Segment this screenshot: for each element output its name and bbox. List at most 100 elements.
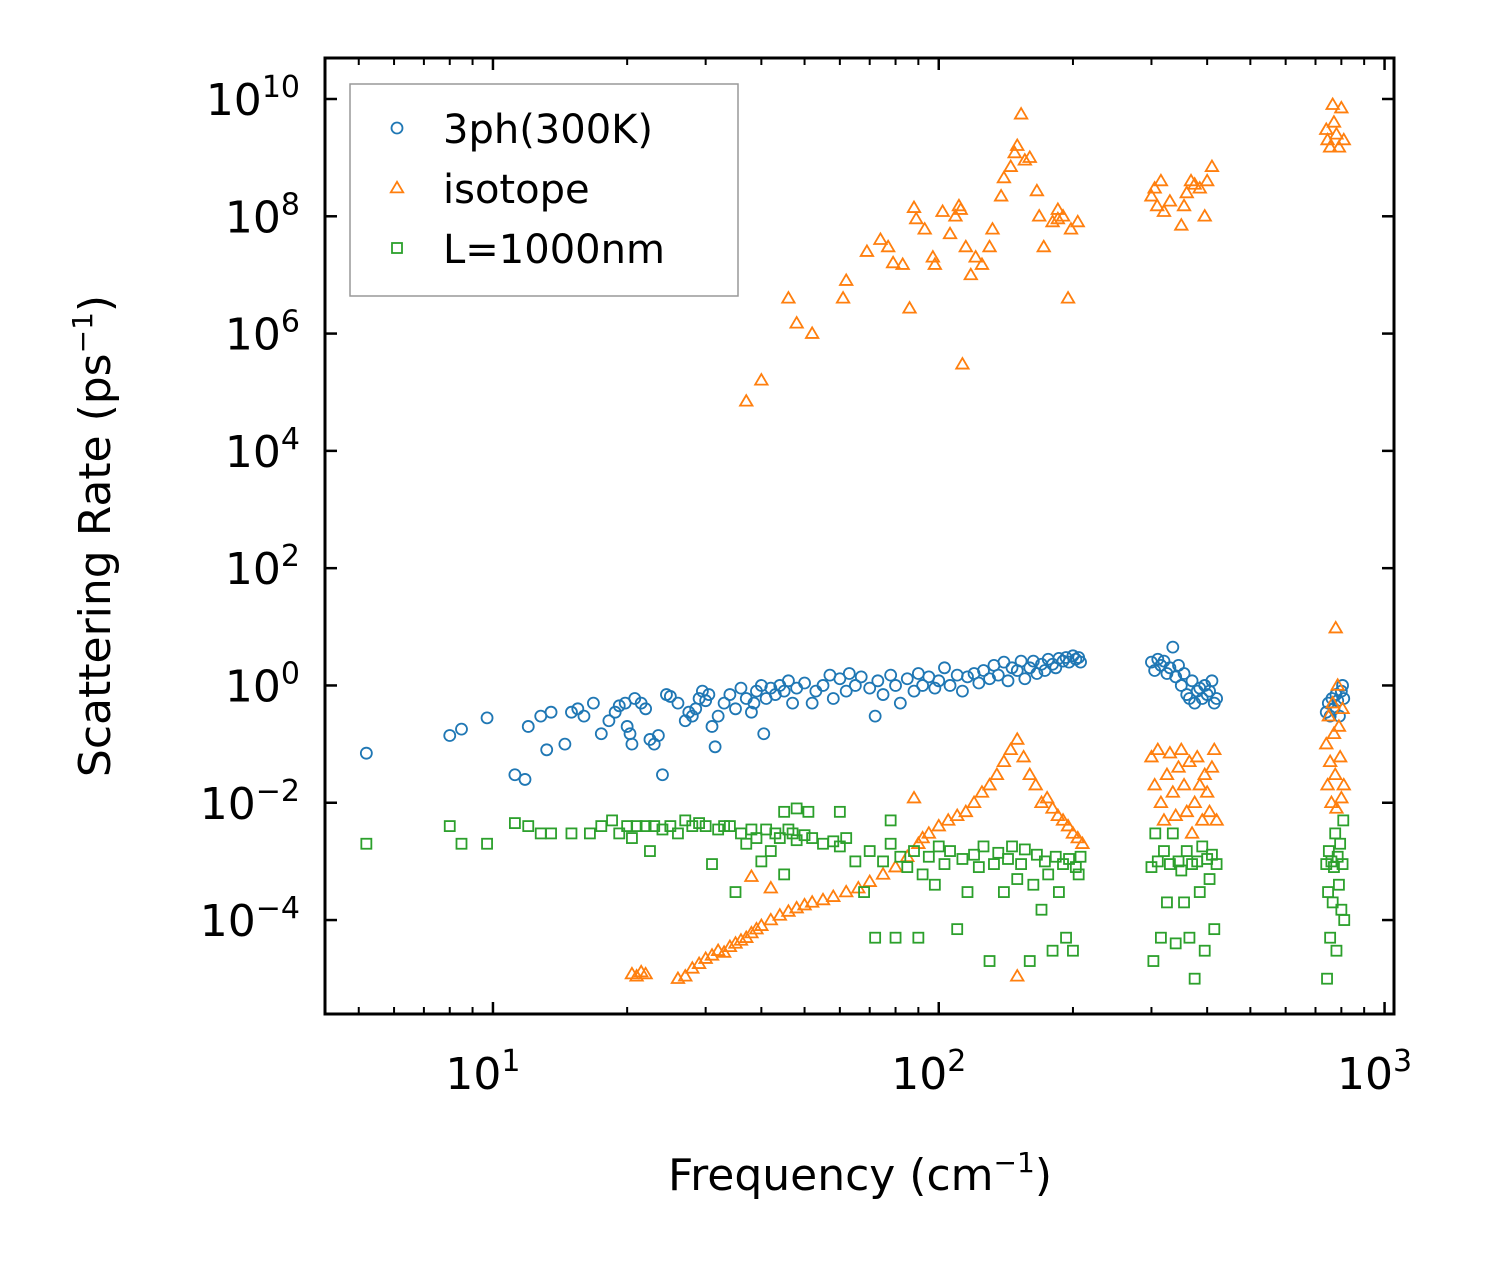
data-point (1050, 210, 1066, 225)
y-tick-label: 102 (225, 539, 300, 595)
data-point (1327, 766, 1343, 781)
x-axis-label-sup: −1 (994, 1146, 1035, 1179)
data-point (534, 827, 547, 840)
data-point (1161, 896, 1173, 909)
data-point (625, 737, 639, 751)
data-point (729, 886, 742, 898)
data-point (711, 709, 725, 723)
series-3 (360, 802, 1351, 985)
data-point (817, 837, 829, 850)
data-point (993, 188, 1009, 202)
data-point (950, 668, 964, 682)
x-tick-base: 10 (1337, 1049, 1393, 1100)
y-tick-exp: −4 (256, 891, 300, 926)
data-point (1333, 790, 1350, 804)
data-point (842, 667, 856, 680)
data-point (1174, 679, 1188, 692)
data-point (848, 679, 862, 692)
data-point (894, 256, 911, 270)
data-point (1191, 777, 1208, 791)
data-point (916, 868, 929, 881)
data-point (699, 820, 712, 832)
data-point (1063, 221, 1079, 235)
data-point (706, 858, 718, 870)
data-point (1331, 718, 1347, 732)
data-point (840, 832, 853, 844)
data-point (734, 681, 748, 695)
data-point (1023, 955, 1036, 967)
legend-box (349, 83, 739, 297)
data-point (608, 705, 622, 719)
x-tick-label: 103 (1337, 1044, 1412, 1100)
data-point (1173, 741, 1190, 756)
data-point (1208, 923, 1221, 936)
data-point (723, 820, 736, 832)
data-point (708, 740, 722, 754)
data-point (745, 705, 758, 719)
data-point (938, 661, 951, 675)
data-point (545, 827, 557, 840)
data-point (901, 300, 918, 314)
data-point (1151, 652, 1165, 666)
data-point (1324, 931, 1337, 944)
data-point (1193, 886, 1206, 898)
data-point (1336, 858, 1349, 870)
data-point (1338, 914, 1351, 926)
data-point (790, 681, 804, 695)
data-point (1050, 201, 1066, 215)
data-point (644, 845, 656, 857)
data-point (671, 696, 685, 710)
data-point (1324, 96, 1341, 110)
data-point (522, 820, 535, 832)
data-point (1153, 173, 1169, 187)
data-point (996, 170, 1012, 184)
data-point (1328, 126, 1345, 140)
data-point (1143, 188, 1160, 202)
legend-marker (389, 180, 405, 194)
data-point (961, 670, 974, 684)
data-point (740, 837, 753, 850)
data-point (508, 768, 522, 782)
y-tick-base: 10 (225, 544, 281, 595)
data-point (672, 827, 684, 840)
data-point (1006, 840, 1018, 853)
data-point (1335, 777, 1352, 791)
data-point (947, 208, 964, 222)
data-point (1153, 794, 1169, 808)
data-point (951, 923, 964, 936)
data-point (963, 266, 979, 281)
data-point (455, 722, 468, 736)
data-point (1060, 290, 1076, 304)
data-point (1002, 158, 1019, 172)
data-point (921, 825, 937, 839)
data-point (876, 688, 890, 701)
data-point (1194, 812, 1211, 826)
data-point (961, 886, 974, 898)
data-point (360, 837, 373, 850)
data-point (521, 720, 535, 733)
y-tick-exp: 10 (262, 70, 300, 105)
data-point (1015, 858, 1027, 870)
data-point (992, 846, 1005, 859)
data-point (1060, 818, 1076, 832)
y-tick-exp: 8 (281, 187, 300, 222)
data-point (1180, 845, 1193, 857)
data-point (1147, 955, 1160, 967)
data-point (755, 855, 768, 868)
data-point (1067, 944, 1079, 957)
data-point (887, 859, 904, 873)
data-point (1049, 850, 1062, 863)
data-point (738, 393, 755, 407)
data-point (534, 709, 548, 723)
data-point (518, 773, 532, 786)
data-point (1060, 931, 1072, 944)
data-point (877, 855, 889, 868)
data-point (1178, 803, 1195, 818)
data-point (906, 199, 922, 213)
y-tick-label: 10−4 (200, 891, 300, 947)
y-tick-label: 104 (225, 422, 300, 478)
data-point (1169, 937, 1182, 950)
data-point (1177, 667, 1191, 680)
data-point (1319, 777, 1336, 791)
